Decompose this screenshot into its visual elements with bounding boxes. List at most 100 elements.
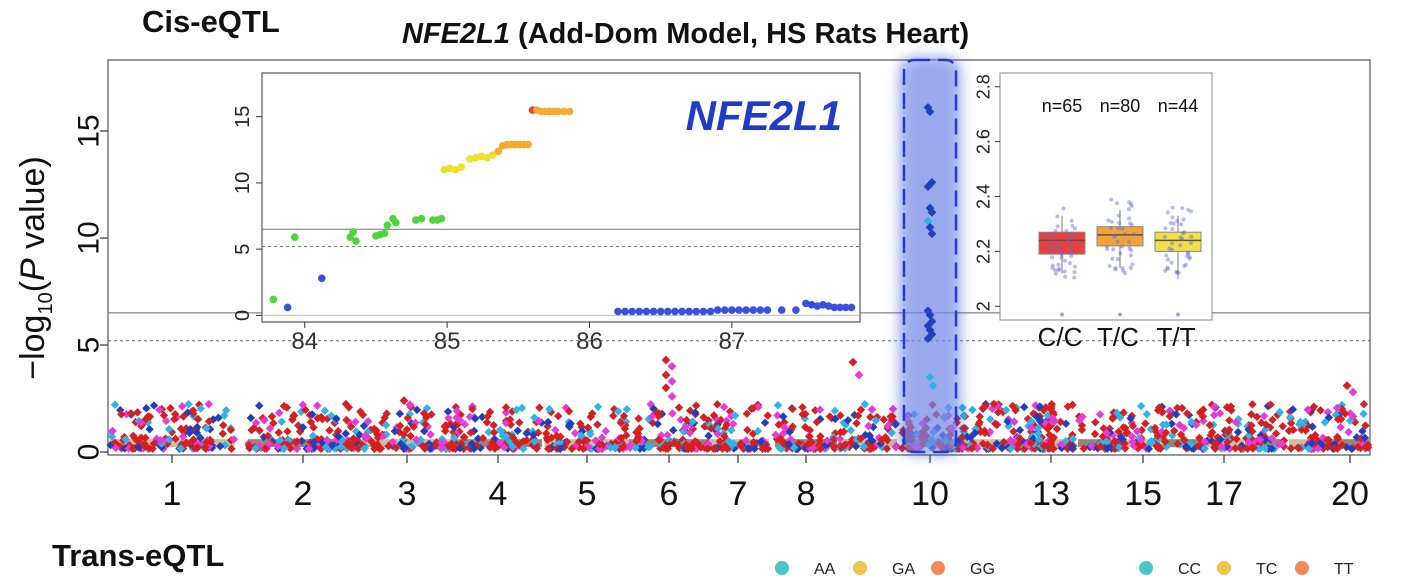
inset-point <box>440 165 449 174</box>
snp-point <box>1034 435 1044 444</box>
snp-point <box>1075 416 1084 425</box>
snp-point <box>761 444 770 453</box>
inset-point <box>494 147 503 155</box>
snp-point <box>1057 443 1066 453</box>
snp-point <box>1067 442 1077 452</box>
legend-label: CC <box>1178 561 1201 576</box>
snp-point <box>128 444 138 453</box>
snp-point <box>1308 422 1317 431</box>
y-tick-label: 10 <box>73 221 106 254</box>
box-jitter-point <box>1180 236 1185 241</box>
snp-point <box>407 441 417 451</box>
snp-point <box>1255 439 1264 448</box>
box-jitter-point <box>1129 203 1134 208</box>
snp-point <box>1119 408 1128 417</box>
box-jitter-point <box>1170 241 1175 246</box>
box-jitter-point <box>1189 234 1194 239</box>
snp-point <box>667 391 677 401</box>
snp-point <box>661 444 671 453</box>
snp-point <box>891 420 900 429</box>
snp-point <box>798 403 807 412</box>
snp-point <box>351 417 360 427</box>
snp-point <box>149 401 159 410</box>
snp-point <box>166 404 175 413</box>
box-jitter-point <box>1170 215 1175 220</box>
snp-point <box>1336 423 1345 432</box>
snp-point <box>325 426 334 435</box>
box-jitter-point <box>1053 229 1058 234</box>
box-jitter-point <box>1107 264 1112 269</box>
chromosome-band <box>357 439 457 448</box>
snp-point <box>959 411 968 420</box>
snp-point <box>165 435 174 444</box>
snp-point <box>1167 419 1176 429</box>
box-y-tick-label: 2.6 <box>973 129 993 154</box>
snp-point <box>807 438 816 447</box>
snp-point <box>927 229 937 239</box>
snp-point <box>879 415 888 424</box>
snp-point <box>706 424 716 433</box>
snp-point <box>633 434 642 443</box>
chr10-highlight <box>900 58 960 454</box>
snp-point <box>780 438 789 448</box>
snp-point <box>1091 418 1100 427</box>
snp-point <box>988 404 997 413</box>
snp-point <box>709 411 719 420</box>
box-jitter-point <box>1055 214 1060 219</box>
snp-point <box>522 436 531 445</box>
snp-point <box>143 418 153 427</box>
snp-point <box>1172 410 1181 419</box>
box-jitter-point <box>1053 244 1058 249</box>
snp-point <box>1136 401 1146 411</box>
snp-point <box>825 412 835 421</box>
snp-point <box>719 402 729 412</box>
snp-point <box>1046 404 1055 414</box>
snp-point <box>597 433 607 442</box>
snp-point <box>784 440 794 449</box>
snp-point <box>279 401 289 411</box>
box-jitter-point <box>1166 257 1171 262</box>
snp-point <box>1223 427 1233 437</box>
snp-point <box>780 418 789 427</box>
snp-point <box>519 437 528 446</box>
chart-title: NFE2L1 (Add-Dom Model, HS Rats Heart) <box>402 18 969 51</box>
box-jitter-point <box>1066 238 1071 243</box>
snp-point <box>196 433 205 443</box>
snp-point <box>405 400 415 410</box>
snp-point <box>882 444 892 453</box>
snp-point <box>594 444 604 453</box>
snp-point <box>852 419 861 428</box>
snp-point <box>696 443 706 452</box>
snp-point <box>501 403 511 412</box>
snp-point <box>1248 444 1257 453</box>
snp-point <box>1205 421 1215 430</box>
inset-point <box>663 307 672 316</box>
snp-point <box>1126 414 1135 423</box>
snp-point <box>1286 444 1296 453</box>
inset-point <box>417 214 426 223</box>
inset-point <box>565 107 574 116</box>
snp-point <box>513 426 522 435</box>
legend-swatch <box>1295 561 1309 575</box>
snp-point <box>1200 437 1210 447</box>
snp-point <box>748 404 758 413</box>
snp-point <box>829 435 838 444</box>
snp-point <box>512 405 521 414</box>
snp-point <box>1175 420 1184 430</box>
legend-swatch <box>853 561 867 575</box>
snp-point <box>836 428 845 437</box>
snp-point <box>1146 424 1156 434</box>
snp-point <box>1227 406 1236 415</box>
snp-point <box>420 426 429 436</box>
box-jitter-point <box>1053 268 1058 273</box>
box-jitter-point <box>1127 246 1132 251</box>
inset-point <box>524 140 533 149</box>
snp-point <box>532 444 541 453</box>
snp-point <box>957 433 967 442</box>
snp-point <box>229 435 239 444</box>
snp-point <box>997 443 1007 453</box>
box-jitter-point <box>1059 255 1064 260</box>
snp-point <box>567 444 577 453</box>
snp-point <box>133 408 142 417</box>
